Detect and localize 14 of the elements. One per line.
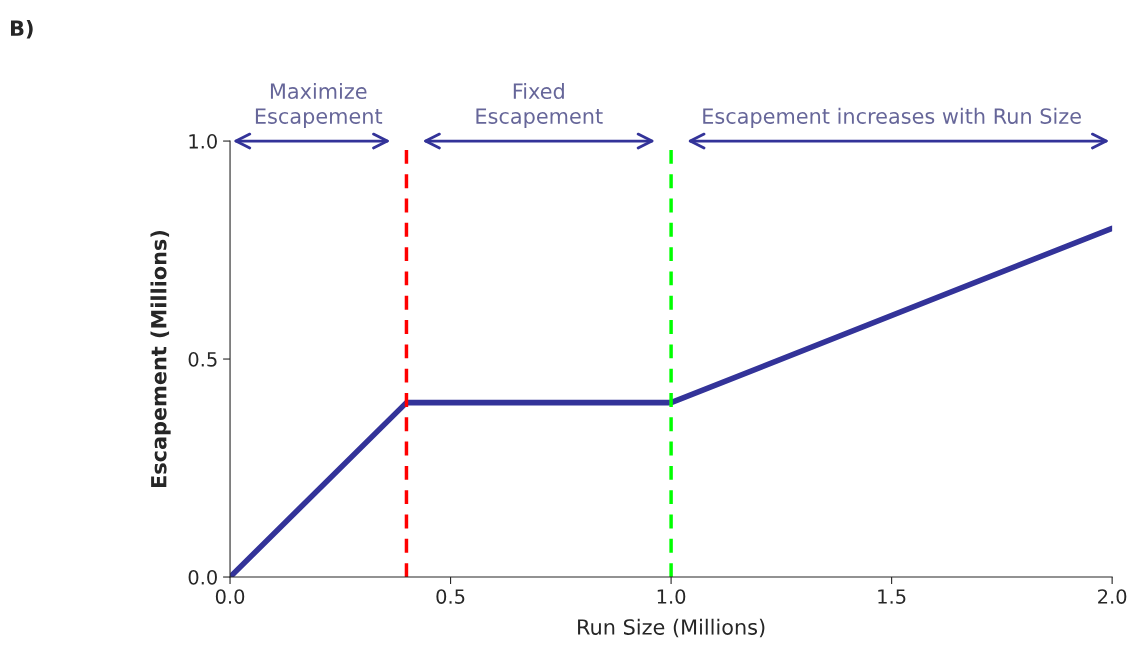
x-tick-label: 1.0: [657, 589, 686, 604]
text: Fixed Escapement: [476, 82, 603, 128]
y-tick-label: 0.5: [188, 352, 217, 367]
y-tick-label: 1.0: [189, 134, 217, 149]
x-axis-title: Run Size (Millions): [578, 618, 765, 638]
y-axis-title: Escapement (Millions): [150, 230, 171, 488]
x-tick-label: 2.0: [1098, 589, 1127, 604]
text: B): [11, 20, 33, 39]
x-tick-label: 0.0: [215, 589, 245, 604]
x-tick-label: 0.5: [436, 589, 465, 604]
text: Maximize Escapement: [255, 82, 383, 128]
x-tick-label: 1.5: [878, 589, 906, 604]
y-tick-label: 0.0: [188, 569, 217, 585]
text: Escapement increases with Run Size: [703, 107, 1081, 128]
